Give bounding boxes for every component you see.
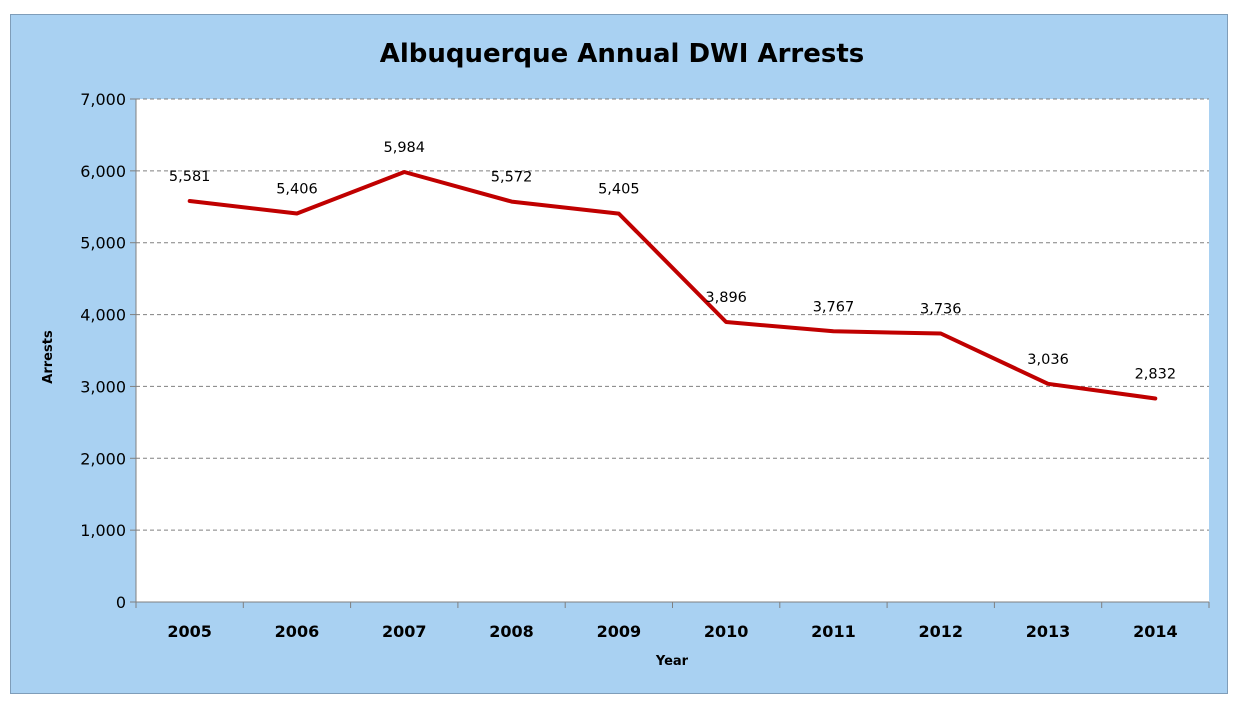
y-tick-label: 3,000 — [80, 377, 126, 396]
x-tick-label: 2005 — [167, 622, 212, 641]
plot-area — [136, 99, 1209, 602]
x-tick-label: 2009 — [597, 622, 642, 641]
series — [187, 170, 1158, 401]
x-tick-label: 2006 — [275, 622, 320, 641]
x-tick-label: 2007 — [382, 622, 427, 641]
y-tick-label: 6,000 — [80, 162, 126, 181]
y-tick-label: 0 — [116, 593, 126, 612]
y-tick-labels: 0 1,000 2,000 3,000 4,000 5,000 6,000 7,000 — [80, 90, 126, 612]
series-line — [187, 170, 1158, 401]
x-tick-label: 2011 — [811, 622, 856, 641]
chart-frame: 0 1,000 2,000 3,000 4,000 5,000 6,000 7,000 200… — [10, 14, 1228, 694]
y-tick-label: 4,000 — [80, 306, 126, 325]
data-label: 5,405 — [598, 182, 640, 198]
line-chart: 0 1,000 2,000 3,000 4,000 5,000 6,000 7,000 200… — [41, 39, 1210, 669]
x-tick-label: 2008 — [489, 622, 534, 641]
y-tick-label: 1,000 — [80, 521, 126, 540]
x-axis-label: Year — [655, 654, 689, 669]
data-label: 5,406 — [276, 182, 318, 198]
data-label: 3,736 — [920, 302, 962, 318]
data-label: 3,036 — [1027, 352, 1069, 368]
x-tick-label: 2014 — [1133, 622, 1178, 641]
chart-title: Albuquerque Annual DWI Arrests — [380, 39, 864, 69]
gridlines — [136, 98, 1209, 531]
y-tick-label: 2,000 — [80, 449, 126, 468]
data-label: 5,581 — [169, 169, 211, 185]
y-axis-label: Arrests — [41, 330, 56, 384]
data-label: 3,767 — [813, 299, 855, 315]
axes — [130, 98, 1210, 608]
data-label: 5,984 — [383, 140, 425, 156]
y-tick-label: 5,000 — [80, 234, 126, 253]
data-label: 3,896 — [705, 290, 747, 306]
x-tick-label: 2013 — [1026, 622, 1071, 641]
data-labels: 5,581 5,406 5,984 5,572 5,405 3,896 3,767 3,736… — [169, 140, 1176, 382]
x-tick-label: 2012 — [918, 622, 963, 641]
data-label: 2,832 — [1135, 367, 1177, 383]
x-tick-label: 2010 — [704, 622, 749, 641]
data-label: 5,572 — [491, 170, 533, 186]
y-tick-label: 7,000 — [80, 90, 126, 109]
x-tick-labels: 2005 2006 2007 2008 2009 2010 2011 2012 2013 2014 — [167, 622, 1177, 641]
